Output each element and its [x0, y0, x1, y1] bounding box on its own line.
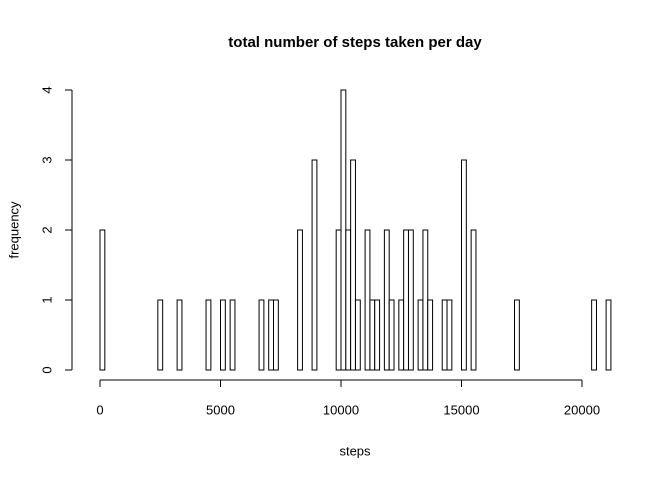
- bar: [470, 229, 477, 371]
- bar: [383, 229, 390, 371]
- bar: [176, 299, 183, 371]
- bar: [514, 299, 520, 371]
- x-axis-label: steps: [339, 443, 371, 458]
- bar: [335, 229, 342, 371]
- bar: [388, 299, 395, 371]
- bar: [99, 229, 106, 371]
- x-tick-label: 20000: [564, 402, 600, 417]
- bar: [417, 299, 424, 371]
- bar: [605, 299, 612, 371]
- x-tick-label: 5000: [206, 402, 235, 417]
- y-axis-label: frequency: [6, 201, 21, 259]
- y-tick-label: 4: [39, 86, 54, 93]
- bar: [205, 299, 212, 371]
- bar: [441, 299, 448, 371]
- bar: [461, 159, 467, 371]
- y-tick-label: 0: [39, 366, 54, 373]
- bar: [591, 299, 597, 371]
- x-tick-label: 10000: [323, 402, 359, 417]
- bar: [403, 229, 409, 371]
- bar: [446, 299, 453, 371]
- bar: [427, 299, 434, 371]
- x-tick-label: 15000: [443, 402, 479, 417]
- bar: [297, 229, 303, 371]
- bar: [398, 299, 405, 371]
- bar: [369, 299, 376, 371]
- bar: [354, 299, 361, 371]
- bar: [422, 229, 429, 371]
- bar: [268, 299, 275, 371]
- bar: [229, 299, 236, 371]
- bar: [364, 229, 371, 371]
- bar: [407, 229, 414, 371]
- bar: [311, 159, 318, 371]
- y-tick-label: 3: [39, 156, 54, 163]
- y-tick-label: 1: [39, 296, 54, 303]
- bar: [350, 159, 356, 371]
- chart-title: total number of steps taken per day: [228, 34, 482, 51]
- y-tick-label: 2: [39, 226, 54, 233]
- x-tick-label: 0: [96, 402, 103, 417]
- bar: [340, 89, 347, 371]
- bar: [345, 229, 352, 371]
- bar: [374, 299, 381, 371]
- bar: [258, 299, 265, 371]
- bar: [273, 299, 279, 371]
- bar: [157, 299, 164, 371]
- bar: [220, 299, 226, 371]
